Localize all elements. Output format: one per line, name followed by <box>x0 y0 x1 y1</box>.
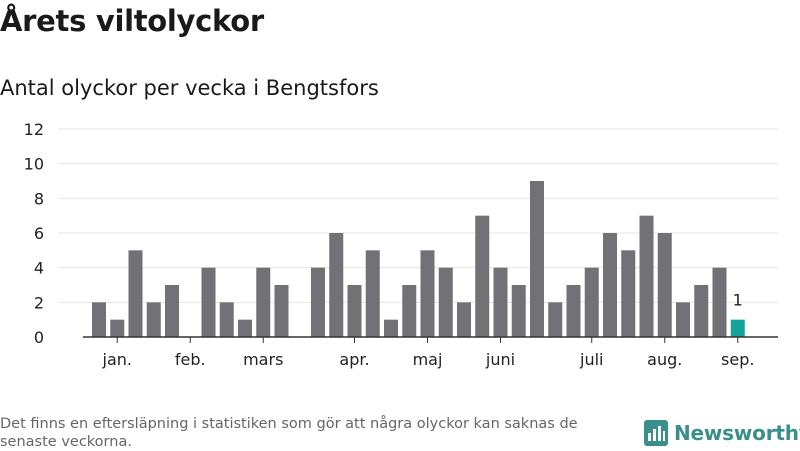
bar <box>657 233 672 337</box>
bar <box>566 285 581 337</box>
data-labels: 1 <box>733 291 743 310</box>
bar <box>493 267 508 337</box>
y-tick-label: 2 <box>34 293 44 312</box>
bar <box>584 267 599 337</box>
bar <box>530 181 544 337</box>
bar <box>402 285 417 337</box>
bar <box>311 267 325 337</box>
page-title: Årets viltolyckor <box>0 4 264 38</box>
bar <box>365 250 380 337</box>
bar <box>256 267 271 337</box>
y-tick-label: 12 <box>24 120 44 139</box>
bar <box>603 233 617 337</box>
bar <box>238 319 252 337</box>
y-tick-label: 8 <box>34 189 44 208</box>
x-tick-label: mars <box>243 350 283 369</box>
bar <box>110 319 125 337</box>
bar <box>639 215 654 337</box>
data-label: 1 <box>733 291 743 310</box>
x-axis-month-ticks: jan. feb. mars apr. maj juni juli aug. sep. <box>102 337 754 369</box>
bar <box>475 215 490 337</box>
bar <box>420 250 435 337</box>
y-tick-label: 10 <box>24 155 44 174</box>
bar <box>712 267 727 337</box>
bar <box>128 250 143 337</box>
y-tick-label: 0 <box>34 328 44 347</box>
x-tick-label: sep. <box>721 350 754 369</box>
chart-subtitle: Antal olyckor per vecka i Bengtsfors <box>0 76 379 100</box>
bar <box>146 302 161 337</box>
x-tick-label: juli <box>579 350 603 369</box>
bar <box>274 285 289 337</box>
bar-highlight <box>730 319 745 337</box>
bar <box>219 302 234 337</box>
bar <box>676 302 690 337</box>
bars <box>92 181 745 337</box>
weekly-accidents-bar-chart: 0 2 4 6 8 10 12 jan. feb. mars apr. maj juni juli aug… <box>24 120 778 369</box>
y-tick-label: 4 <box>34 259 44 278</box>
x-tick-label: aug. <box>647 350 682 369</box>
brand-name: Newsworthy <box>674 421 800 445</box>
bar <box>621 250 636 337</box>
bar-chart-logo-icon <box>644 420 668 446</box>
footnote: Det finns en eftersläpning i statistiken… <box>0 416 578 450</box>
bar <box>457 302 471 337</box>
x-tick-label: apr. <box>339 350 369 369</box>
y-axis-ticks: 0 2 4 6 8 10 12 <box>24 120 44 347</box>
bar <box>92 302 106 337</box>
x-tick-label: maj <box>413 350 443 369</box>
x-tick-label: feb. <box>175 350 206 369</box>
bar <box>329 233 344 337</box>
bar <box>694 285 709 337</box>
y-tick-label: 6 <box>34 224 44 243</box>
x-tick-label: juni <box>485 350 515 369</box>
bar <box>201 267 216 337</box>
bar <box>548 302 563 337</box>
bar <box>438 267 453 337</box>
bar <box>384 319 398 337</box>
x-tick-label: jan. <box>102 350 132 369</box>
brand-logo: Newsworthy <box>644 420 800 446</box>
bar <box>511 285 526 337</box>
bar <box>165 285 179 337</box>
bar <box>347 285 362 337</box>
